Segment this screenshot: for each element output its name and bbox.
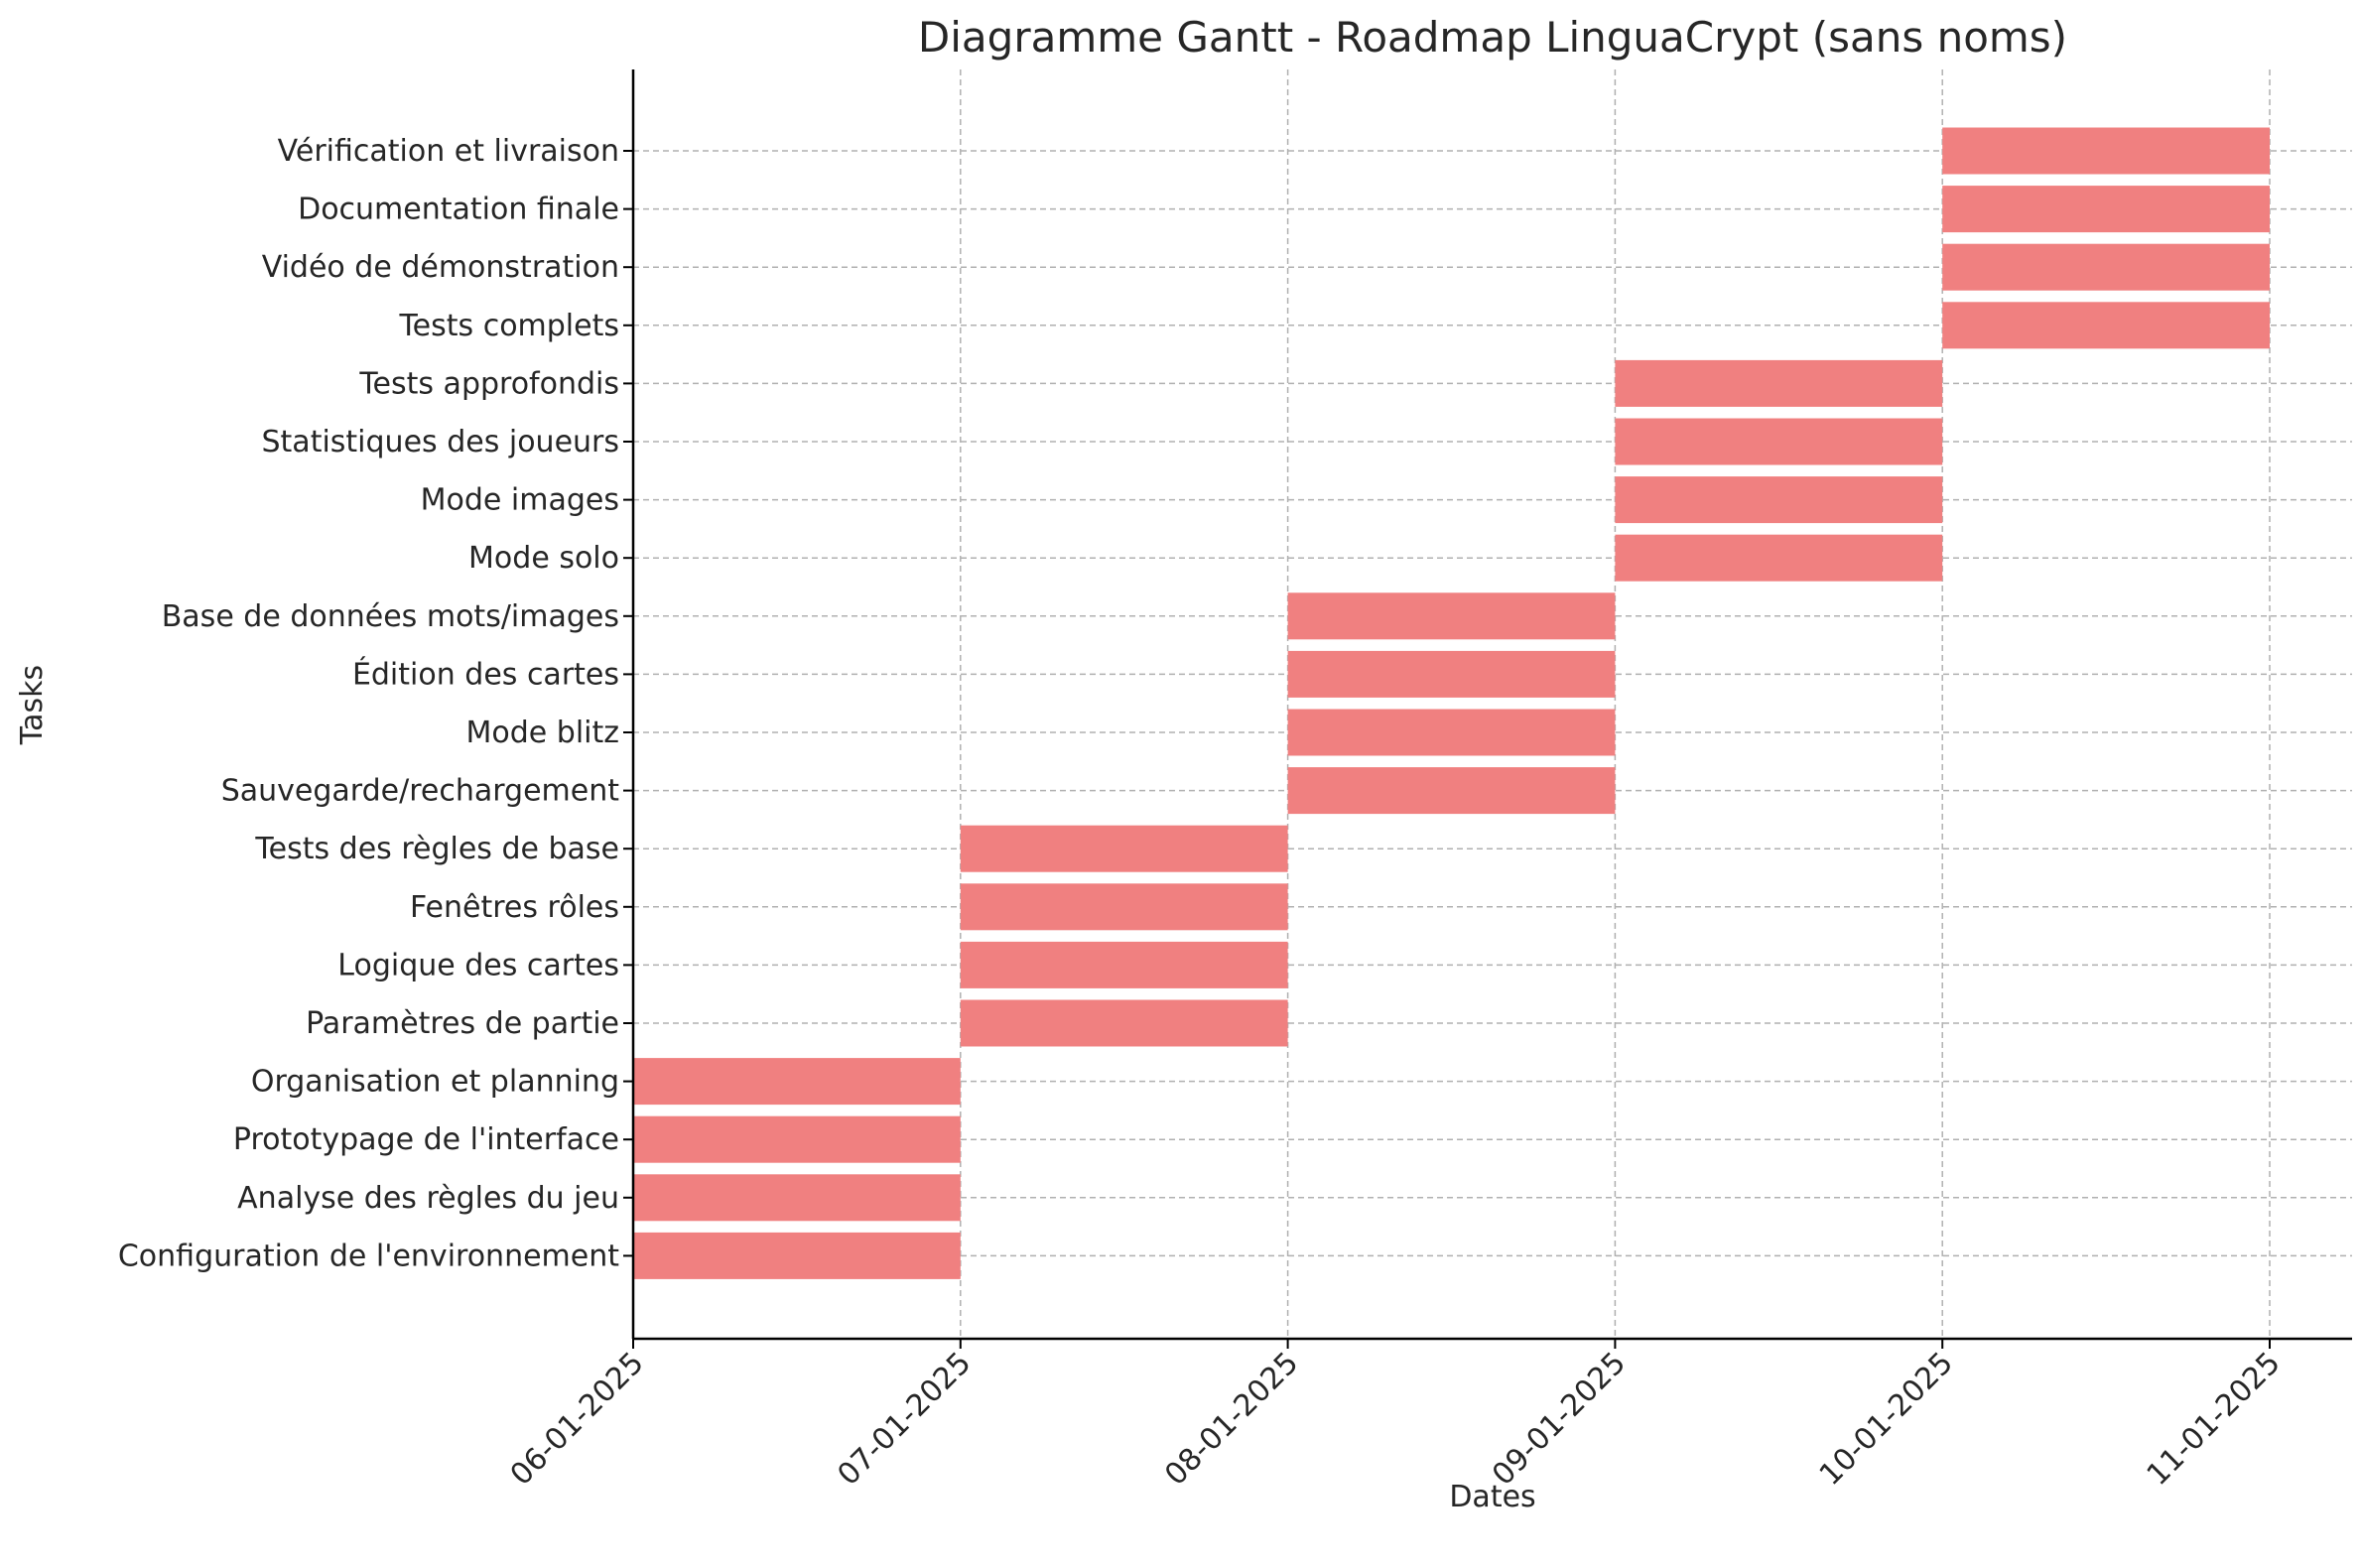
task-bar <box>1615 476 1943 524</box>
task-label: Tests complets <box>398 309 619 343</box>
task-bar <box>1287 767 1616 815</box>
x-tick-label: 06-01-2025 <box>504 1346 651 1493</box>
task-bar <box>1942 243 2270 291</box>
task-bar <box>1615 534 1943 582</box>
task-bar <box>633 1058 961 1106</box>
task-bar <box>1615 359 1943 407</box>
y-axis-ticks: Configuration de l'environnement Analyse … <box>118 134 633 1273</box>
task-label: Base de données mots/images <box>162 599 619 634</box>
task-bars <box>633 127 2270 1279</box>
task-bar <box>960 999 1288 1047</box>
task-label: Organisation et planning <box>251 1065 619 1100</box>
x-axis-ticks: 06-01-2025 07-01-2025 08-01-2025 09-01-2025… <box>504 1339 2288 1493</box>
task-label: Fenêtres rôles <box>410 890 619 925</box>
task-bar <box>1287 709 1616 756</box>
task-bar <box>1287 592 1616 640</box>
task-label: Configuration de l'environnement <box>118 1239 619 1273</box>
x-tick-label: 11-01-2025 <box>2141 1346 2288 1493</box>
task-label: Documentation finale <box>298 193 619 227</box>
task-label: Mode images <box>421 483 619 518</box>
x-axis-label: Dates <box>1449 1480 1535 1514</box>
x-tick-label: 10-01-2025 <box>1813 1346 1960 1493</box>
x-tick-label: 09-01-2025 <box>1486 1346 1633 1493</box>
task-label: Mode solo <box>468 541 619 576</box>
x-tick-label: 08-01-2025 <box>1158 1346 1305 1493</box>
task-bar <box>633 1115 961 1163</box>
task-bar <box>1942 186 2270 233</box>
task-bar <box>633 1232 961 1279</box>
task-label: Vidéo de démonstration <box>262 250 619 285</box>
task-bar <box>960 941 1288 988</box>
task-label: Sauvegarde/rechargement <box>221 774 620 809</box>
task-bar <box>1942 127 2270 175</box>
task-bar <box>1287 650 1616 698</box>
task-label: Tests approfondis <box>358 366 619 401</box>
task-label: Vérification et livraison <box>278 134 619 169</box>
task-label: Logique des cartes <box>337 948 619 982</box>
y-axis-label: Tasks <box>15 665 50 745</box>
task-bar <box>960 825 1288 872</box>
task-bar <box>1615 418 1943 465</box>
task-label: Paramètres de partie <box>306 1006 619 1041</box>
task-label: Tests des règles de base <box>254 832 619 866</box>
task-bar <box>960 883 1288 931</box>
task-label: Prototypage de l'interface <box>233 1122 619 1157</box>
chart-title: Diagramme Gantt - Roadmap LinguaCrypt (s… <box>918 13 2067 62</box>
task-label: Statistiques des joueurs <box>262 425 620 459</box>
task-label: Analyse des règles du jeu <box>237 1181 619 1216</box>
task-label: Édition des cartes <box>352 656 619 692</box>
task-bar <box>1942 302 2270 349</box>
x-tick-label: 07-01-2025 <box>831 1346 978 1493</box>
task-bar <box>633 1174 961 1222</box>
task-label: Mode blitz <box>466 716 620 750</box>
